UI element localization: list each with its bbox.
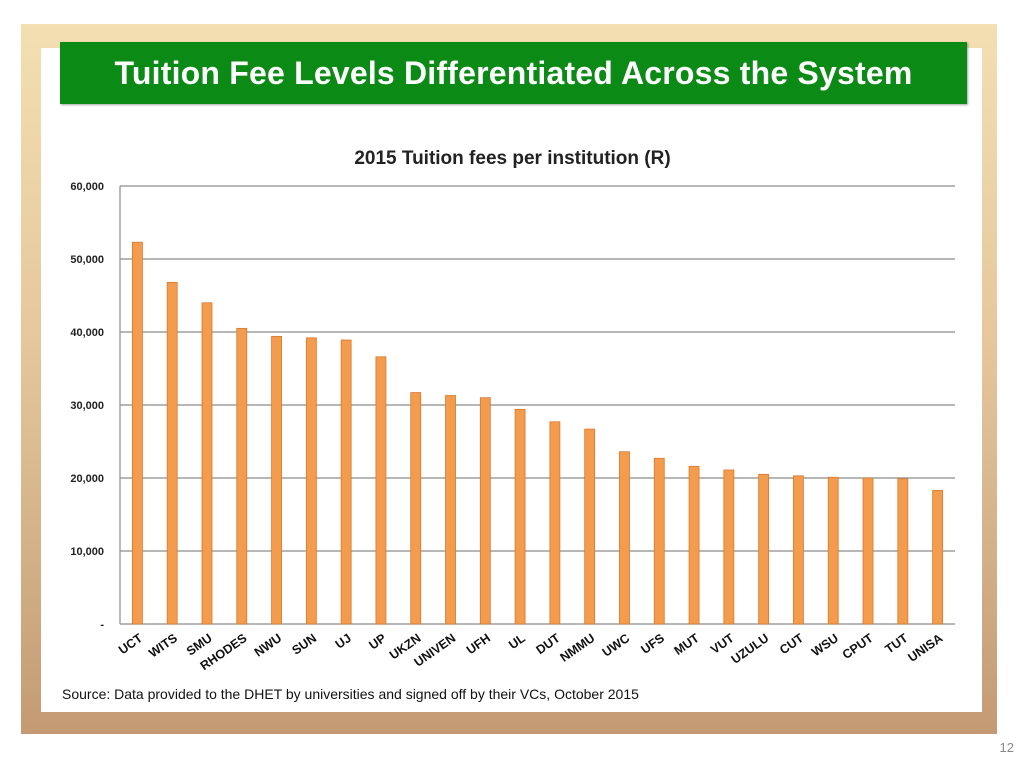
bar-sun — [305, 337, 317, 625]
chart-title: 2015 Tuition fees per institution (R) — [354, 148, 670, 169]
x-tick-label: UFH — [464, 631, 493, 657]
bar-rhodes — [236, 327, 248, 625]
slide-title: Tuition Fee Levels Differentiated Across… — [114, 54, 913, 91]
x-tick-label: MUT — [672, 631, 703, 658]
bar-ul — [514, 408, 526, 625]
x-tick-label: UJ — [333, 631, 354, 652]
x-tick-label: UCT — [116, 631, 145, 657]
x-tick-label: UZULU — [729, 631, 772, 667]
x-tick-label: UWC — [600, 631, 632, 660]
x-tick-label: UL — [506, 631, 528, 652]
bar-nwu — [271, 335, 282, 625]
x-tick-label: UNISA — [905, 631, 945, 665]
x-tick-label: UFS — [638, 631, 667, 657]
x-tick-label: SUN — [289, 631, 319, 658]
bar-uzulu — [758, 473, 770, 625]
title-banner: Tuition Fee Levels Differentiated Across… — [60, 42, 967, 104]
content-panel — [41, 48, 982, 712]
y-tick-label: 50,000 — [70, 254, 104, 266]
source-note: Source: Data provided to the DHET by uni… — [62, 686, 639, 702]
x-tick-label: NMMU — [558, 631, 598, 665]
y-tick-label: 60,000 — [70, 181, 104, 193]
x-tick-label: CUT — [777, 631, 806, 657]
bar-ukzn — [410, 392, 422, 625]
bar-cut — [793, 475, 804, 625]
bar-nmmu — [584, 428, 596, 625]
bar-wsu — [827, 476, 839, 625]
bar-vut — [723, 469, 735, 625]
y-tick-label: - — [100, 619, 104, 631]
bar-mut — [688, 465, 700, 625]
y-tick-label: 20,000 — [70, 473, 104, 485]
bar-uj — [340, 339, 352, 625]
x-tick-label: WITS — [146, 631, 180, 660]
bar-ufs — [653, 457, 665, 625]
x-tick-label: CPUT — [840, 631, 876, 662]
bar-tut — [897, 478, 909, 625]
x-tick-label: WSU — [809, 631, 841, 659]
bar-uct — [131, 241, 143, 625]
bar-cput — [862, 477, 874, 625]
x-tick-label: NWU — [252, 631, 284, 660]
page-number: 12 — [999, 740, 1014, 755]
y-tick-label: 30,000 — [70, 400, 104, 412]
x-tick-label: UP — [366, 631, 388, 652]
bar-unisa — [932, 490, 944, 625]
bar-wits — [166, 281, 178, 625]
bar-univen — [445, 395, 456, 625]
bar-smu — [201, 302, 213, 625]
bar-up — [375, 356, 387, 625]
y-tick-label: 40,000 — [70, 327, 104, 339]
bar-dut — [549, 421, 561, 625]
y-tick-label: 10,000 — [70, 546, 104, 558]
bar-ufh — [479, 397, 491, 625]
bar-uwc — [619, 451, 630, 625]
